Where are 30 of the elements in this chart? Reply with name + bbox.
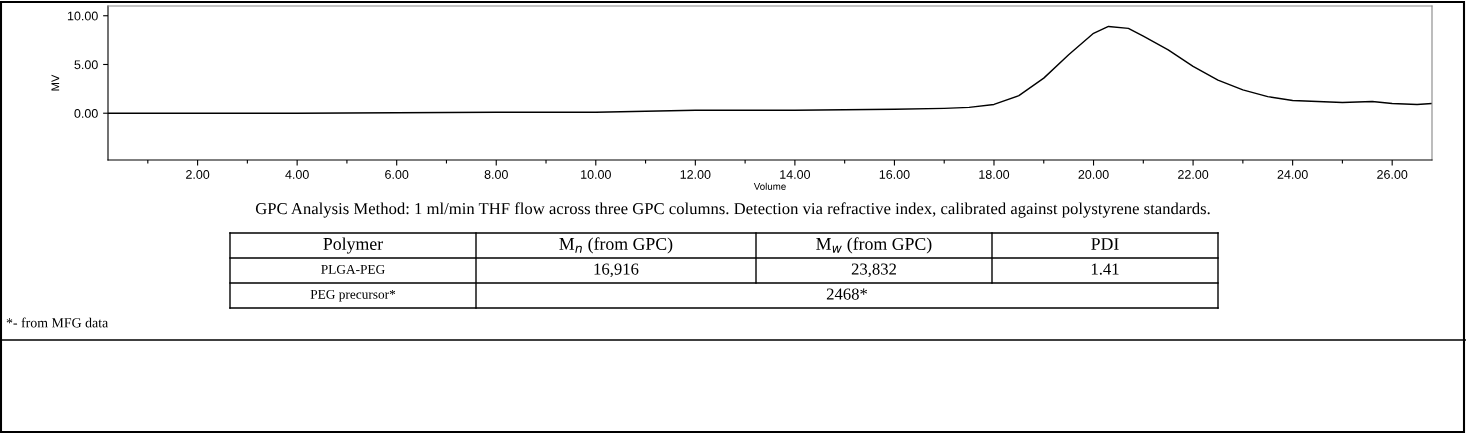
y-tick-label: 5.00	[74, 60, 98, 70]
text: PEG precursor*	[310, 289, 396, 302]
x-tick-label: 8.00	[484, 170, 508, 179]
x-tick-label: 12.00	[680, 170, 711, 179]
x-tick-label: 20.00	[1078, 170, 1109, 179]
x-tick-label: 14.00	[780, 170, 811, 179]
x-tick-label: 26.00	[1377, 170, 1408, 179]
x-tick-label: 18.00	[979, 170, 1010, 179]
x-tick-label: 16.00	[879, 170, 910, 179]
text: 2468*	[826, 288, 868, 300]
text: GPC Analysis Method: 1 ml/min THF flow across three GPC columns. Detection via refractive index, calibrated against polystyrene standards.	[255, 202, 1210, 218]
text: 1.41	[1091, 263, 1119, 275]
x-axis-title: Volume	[753, 182, 786, 190]
text: 23,832	[851, 263, 896, 278]
y-tick-label: 0.00	[74, 109, 98, 118]
text: PDI	[1091, 238, 1119, 250]
text: Polymer	[323, 237, 383, 254]
x-tick-label: 10.00	[581, 170, 611, 179]
x-tick-label: 24.00	[1277, 170, 1308, 179]
text: 16,916	[594, 263, 639, 278]
x-tick-label: 4.00	[285, 170, 309, 179]
x-tick-label: 2.00	[186, 170, 210, 179]
y-axis-title: MV	[51, 74, 60, 91]
y-tick-label: 10.00	[67, 11, 98, 21]
text: *- from MFG data	[6, 317, 109, 328]
x-tick-label: 6.00	[385, 170, 409, 179]
text: PLGA-PEG	[321, 264, 385, 274]
text: M$_{n}$ (from GPC)	[559, 237, 673, 254]
x-tick-label: 22.00	[1178, 170, 1209, 179]
text: M$_{w}$ (from GPC)	[816, 237, 932, 254]
